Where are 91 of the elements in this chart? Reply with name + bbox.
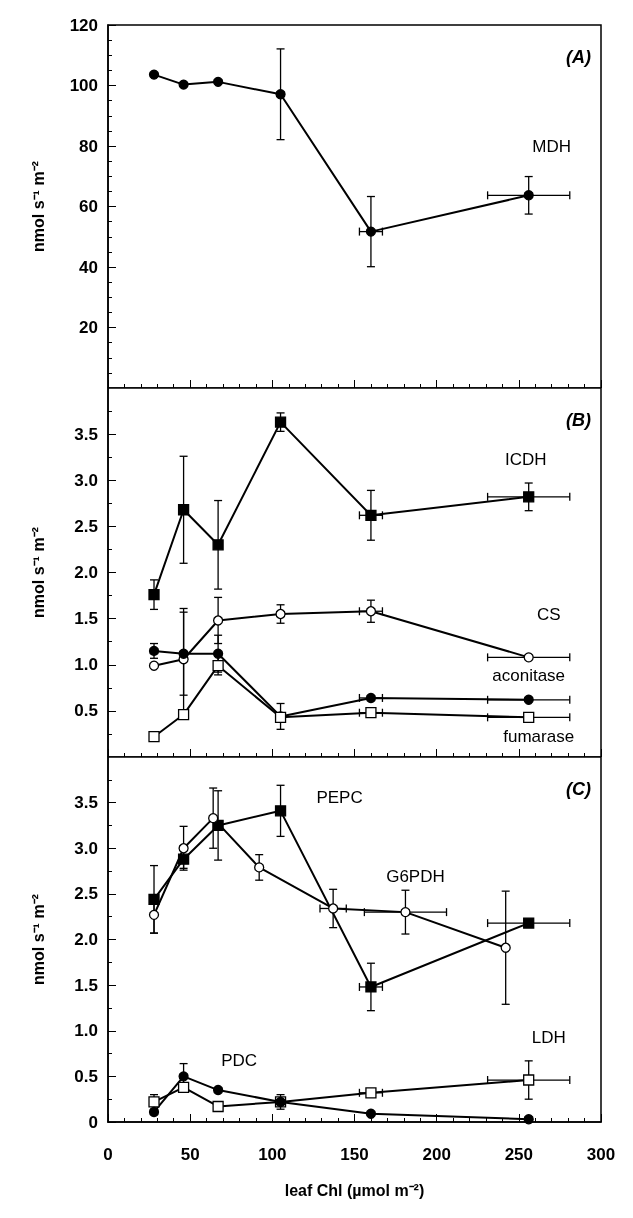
- point: [275, 608, 286, 620]
- point: [212, 648, 224, 659]
- point: [178, 843, 189, 854]
- point: [178, 648, 189, 659]
- point: [365, 1108, 377, 1119]
- series-label: aconitase: [492, 666, 566, 686]
- x-tick-label: 100: [258, 1145, 287, 1164]
- x-tick-label: 250: [504, 1145, 534, 1164]
- point: [148, 588, 160, 601]
- series-label: LDH: [531, 1027, 566, 1047]
- point: [523, 1114, 534, 1125]
- point: [148, 731, 160, 743]
- point: [523, 711, 535, 723]
- y-tick-label: 40: [79, 257, 98, 277]
- y-tick-label: 2.5: [74, 884, 98, 904]
- point: [212, 615, 224, 626]
- point: [523, 491, 535, 503]
- point: [148, 893, 160, 905]
- point: [523, 1074, 535, 1086]
- y-tick-label: 3.5: [74, 793, 98, 813]
- point: [177, 853, 190, 865]
- point: [365, 692, 377, 704]
- y-tick-label: 100: [69, 76, 98, 95]
- x-tick-label: 200: [422, 1145, 451, 1164]
- point: [523, 694, 534, 705]
- point: [177, 708, 190, 721]
- point: [177, 1081, 190, 1093]
- y-tick-label: 1.0: [74, 655, 98, 675]
- y-tick-label: 3.0: [74, 838, 98, 858]
- x-tick-label: 150: [340, 1145, 369, 1164]
- x-tick-label: 0: [103, 1145, 113, 1164]
- x-axis-title: leaf Chl (µmol m⁻²): [284, 1181, 425, 1199]
- point: [212, 660, 224, 672]
- point: [212, 1100, 224, 1113]
- y-tick-label: 0.5: [74, 1066, 98, 1086]
- point: [523, 652, 534, 663]
- y-tick-label: 60: [79, 197, 98, 216]
- point: [400, 906, 411, 918]
- point: [365, 707, 377, 719]
- y-axis-title: nmol s⁻¹ m⁻²: [29, 527, 47, 618]
- annotation: (B): [566, 410, 592, 430]
- point: [208, 812, 219, 824]
- series-label: fumarase: [503, 726, 575, 746]
- point: [212, 539, 224, 551]
- point: [274, 416, 287, 428]
- point: [148, 660, 160, 671]
- point: [274, 805, 287, 817]
- point: [254, 862, 265, 873]
- series-label: G6PDH: [386, 866, 445, 886]
- y-tick-label: 2.0: [74, 563, 98, 582]
- y-tick-label: 0: [88, 1112, 98, 1132]
- series-label: CS: [536, 604, 561, 624]
- x-tick-label: 50: [180, 1145, 200, 1164]
- point: [500, 942, 511, 953]
- point: [148, 69, 160, 80]
- y-tick-label: 3.5: [74, 424, 98, 444]
- y-tick-label: 2.5: [74, 516, 98, 536]
- point: [365, 226, 377, 237]
- y-tick-label: 80: [79, 136, 98, 156]
- y-tick-label: 1.0: [74, 1021, 98, 1041]
- point: [365, 509, 377, 521]
- y-tick-label: 2.0: [74, 930, 98, 949]
- point: [275, 89, 286, 100]
- y-tick-label: 120: [69, 15, 98, 35]
- text: MDH: [532, 136, 572, 156]
- point: [212, 76, 224, 88]
- point: [365, 606, 377, 617]
- y-tick-label: 0.5: [74, 701, 98, 721]
- y-tick-label: 3.0: [74, 470, 98, 490]
- point: [328, 903, 339, 914]
- series-label: ICDH: [504, 450, 547, 470]
- y-axis-title: nmol s⁻¹ m⁻²: [29, 894, 47, 985]
- point: [523, 190, 534, 201]
- annotation: (A): [566, 47, 592, 67]
- y-tick-label: 20: [79, 318, 98, 337]
- y-tick-label: 1.5: [74, 609, 98, 629]
- point: [365, 981, 377, 993]
- series-label: PDC: [221, 1050, 258, 1070]
- point: [523, 917, 535, 929]
- x-tick-label: 300: [586, 1145, 616, 1164]
- point: [178, 1071, 189, 1082]
- point: [365, 1087, 377, 1099]
- point: [212, 1084, 224, 1096]
- point: [177, 504, 190, 516]
- series-label: PEPC: [316, 788, 363, 808]
- point: [178, 79, 189, 90]
- point: [148, 909, 160, 921]
- point: [148, 1106, 160, 1118]
- annotation: (C): [566, 779, 592, 799]
- y-axis-title: nmol s⁻¹ m⁻²: [29, 161, 47, 252]
- y-tick-label: 1.5: [74, 975, 98, 995]
